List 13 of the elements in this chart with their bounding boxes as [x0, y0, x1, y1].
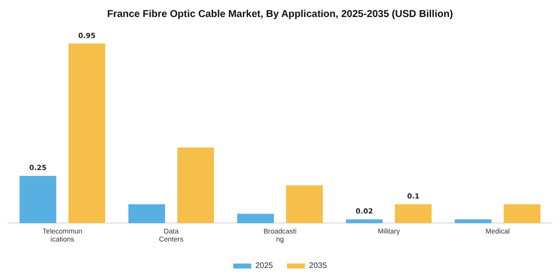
bar — [394, 204, 432, 224]
legend-label: 2025 — [255, 261, 274, 270]
bar — [20, 176, 56, 224]
bar — [504, 204, 540, 224]
bar — [286, 185, 323, 224]
bar — [128, 204, 166, 224]
bar — [346, 219, 383, 224]
bar — [177, 148, 214, 224]
bar — [68, 43, 106, 224]
bar — [454, 219, 492, 224]
bar — [237, 214, 274, 224]
legend-label: 2035 — [309, 261, 328, 270]
chart-title: France Fibre Optic Cable Market, By Application, 2025-2035 (USD Billion) — [107, 8, 453, 20]
